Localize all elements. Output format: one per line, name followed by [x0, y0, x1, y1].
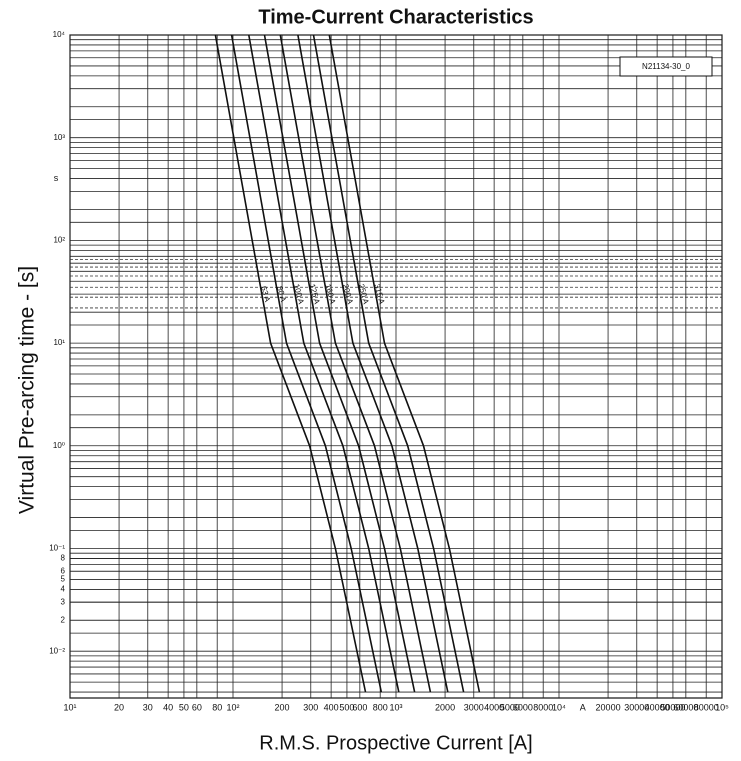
- curve: [312, 34, 465, 693]
- x-tick-label: 3000: [464, 702, 484, 712]
- y-tick-label: 3: [61, 597, 66, 606]
- y-tick-label: 10⁴: [53, 30, 66, 39]
- x-tick-label: 10²: [226, 702, 239, 712]
- chart-title: Time-Current Characteristics: [258, 6, 533, 28]
- y-tick-label: 10⁻²: [49, 646, 65, 655]
- y-axis-label: Virtual Pre-arcing time - [s]: [16, 266, 39, 514]
- y-tick-label: 10²: [53, 236, 65, 245]
- x-tick-label: 80: [212, 702, 222, 712]
- series-label: 63 A: [259, 285, 272, 303]
- x-tick-label: 50: [179, 702, 189, 712]
- curve: [263, 34, 416, 693]
- x-tick-label: 5000: [500, 702, 520, 712]
- y-tick-label: 6: [61, 566, 66, 575]
- annotation: N21134-30_0: [642, 62, 690, 71]
- y-tick-label: 4: [61, 584, 66, 593]
- curve: [248, 34, 400, 693]
- y-tick-label: 2: [61, 615, 66, 624]
- x-tick-label: 800: [373, 702, 388, 712]
- y-tick-label: 8: [61, 554, 66, 563]
- curve: [214, 34, 367, 693]
- x-tick-label: 2000: [435, 702, 455, 712]
- curve: [328, 34, 481, 693]
- annotation-box: [619, 56, 713, 77]
- x-tick-label: 10¹: [63, 702, 76, 712]
- x-tick-label: 10⁴: [552, 702, 566, 712]
- x-tick-label: 60: [192, 702, 202, 712]
- y-tick-label: 10³: [53, 133, 65, 142]
- y-tick-label: 10¹: [53, 338, 65, 347]
- x-tick-label: 40000: [645, 702, 670, 712]
- x-tick-label: 500: [339, 702, 354, 712]
- x-axis-label: R.M.S. Prospective Current [A]: [259, 732, 532, 754]
- x-tick-label: 6000: [513, 702, 533, 712]
- y-tick-label: 5: [61, 575, 66, 584]
- x-tick-label: 40: [163, 702, 173, 712]
- x-tick-label: 10³: [389, 702, 402, 712]
- y-tick-label: 10⁰: [53, 441, 65, 450]
- x-tick-label: 300: [303, 702, 318, 712]
- curve: [279, 34, 432, 693]
- x-tick-label: 20: [114, 702, 124, 712]
- x-tick-label: 30: [143, 702, 153, 712]
- x-unit-label: A: [580, 702, 586, 712]
- x-tick-label: 600: [352, 702, 367, 712]
- series-label: 80 A: [275, 285, 288, 303]
- x-tick-label: 4000: [484, 702, 504, 712]
- x-tick-label: 50000: [660, 702, 685, 712]
- x-tick-label: 20000: [596, 702, 621, 712]
- y-tick-label: 10⁻¹: [49, 544, 65, 553]
- x-tick-label: 8000: [533, 702, 553, 712]
- x-tick-label: 30000: [624, 702, 649, 712]
- x-tick-label: 400: [324, 702, 339, 712]
- x-tick-label: 200: [275, 702, 290, 712]
- x-tick-label: 80000: [694, 702, 719, 712]
- curve: [297, 34, 449, 693]
- x-tick-label: 60000: [673, 702, 698, 712]
- y-unit-label: s: [54, 173, 59, 183]
- x-tick-label: 10⁵: [715, 702, 729, 712]
- curve: [230, 34, 383, 693]
